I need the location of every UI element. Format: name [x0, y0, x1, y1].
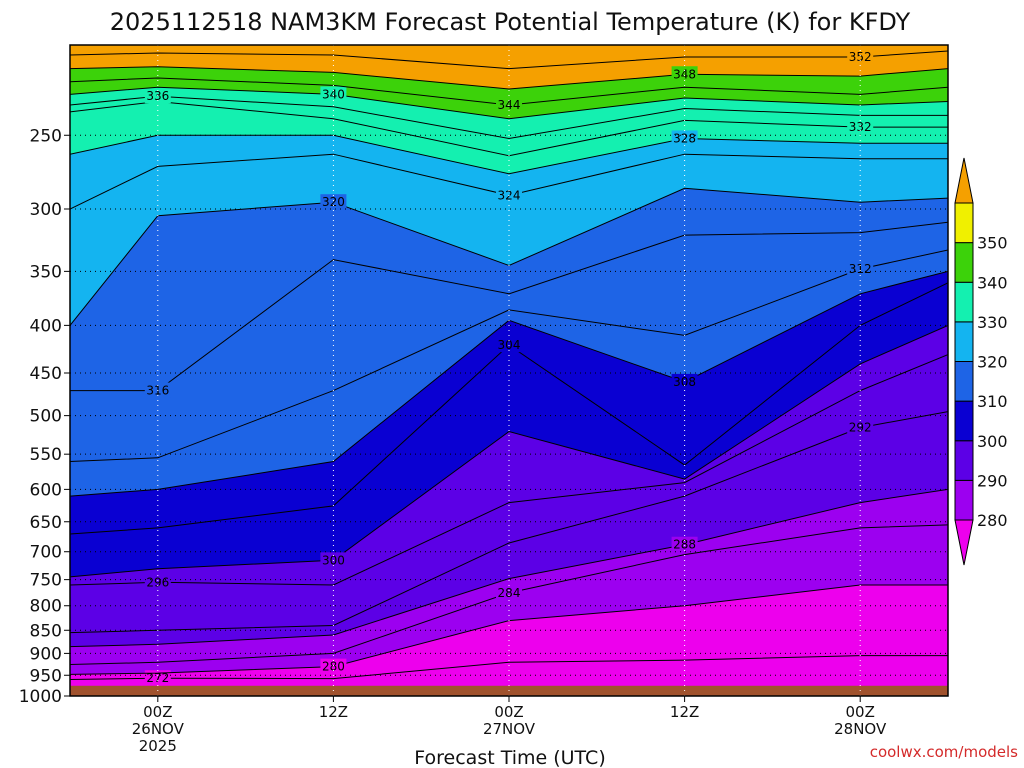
- x-tick-label: 12Z: [670, 703, 699, 721]
- colorbar-segment: [954, 281, 974, 323]
- x-tick-label: 00Z: [143, 703, 172, 721]
- contour-label-bg: [671, 66, 698, 82]
- chart-title: 2025112518 NAM3KM Forecast Potential Tem…: [110, 8, 911, 36]
- contour-label-bg: [144, 670, 171, 686]
- colorbar-label: 330: [977, 313, 1008, 332]
- colorbar-segment: [954, 479, 974, 521]
- colorbar-top-arrow: [954, 157, 974, 204]
- y-tick-label: 300: [30, 200, 62, 220]
- colorbar-label: 310: [977, 392, 1008, 411]
- contour-label: 332: [849, 120, 872, 134]
- y-tick-label: 700: [30, 543, 62, 563]
- contour-288: [70, 488, 948, 648]
- colorbar-label: 350: [977, 234, 1008, 253]
- contour-label-bg: [496, 97, 522, 113]
- contour-label: 312: [849, 262, 872, 276]
- x-tick-label: 26NOV: [132, 720, 185, 738]
- y-tick-label: 350: [30, 262, 62, 282]
- x-tick-label: 28NOV: [834, 720, 887, 738]
- contour-348: [70, 66, 948, 90]
- contour-label: 328: [673, 131, 696, 145]
- contour-label: 336: [146, 89, 169, 103]
- y-tick-label: 950: [30, 666, 62, 686]
- y-tick-label: 800: [30, 597, 62, 617]
- contour-label-bg: [847, 119, 874, 135]
- y-tick-label: 750: [30, 571, 62, 591]
- contour-label: 348: [673, 67, 696, 81]
- x-tick-label: 00Z: [494, 703, 523, 721]
- colorbar-segment: [954, 242, 974, 283]
- contour-label-bg: [671, 130, 698, 146]
- axes: 250 300 350 400 450 500 550 600 650 700 750 800 850 9…: [19, 44, 949, 755]
- colorbar-label: 340: [977, 273, 1008, 292]
- y-tick-label: 550: [30, 445, 62, 465]
- x-axis-label: Forecast Time (UTC): [414, 747, 605, 768]
- y-tick-label: 1000: [19, 687, 62, 707]
- contour-label: 284: [498, 586, 521, 600]
- colorbar-segment: [954, 361, 974, 402]
- contour-label: 340: [322, 87, 345, 101]
- contour-label: 288: [673, 538, 696, 552]
- y-tick-label: 500: [30, 407, 62, 427]
- colorbar-label: 290: [977, 471, 1008, 490]
- contour-label-bg: [496, 337, 522, 353]
- contour-label: 292: [849, 421, 872, 435]
- contour-label: 296: [146, 575, 169, 589]
- contour-label-bg: [671, 536, 698, 552]
- contour-label: 272: [146, 671, 169, 685]
- contour-label-bg: [320, 658, 347, 674]
- contour-label-bg: [496, 187, 522, 203]
- contour-label: 352: [849, 50, 872, 64]
- colorbar-label: 280: [977, 511, 1008, 530]
- contour-label-bg: [144, 574, 171, 590]
- colorbar-segment: [954, 440, 974, 481]
- x-tick-label: 12Z: [319, 703, 348, 721]
- y-tick-label: 250: [30, 126, 62, 146]
- credit-text: coolwx.com/models: [870, 743, 1018, 761]
- contour-label: 280: [322, 660, 345, 674]
- y-tick-label: 450: [30, 364, 62, 384]
- contour-label-bg: [671, 373, 698, 389]
- contour-label-bg: [847, 419, 874, 435]
- x-tick-label: 00Z: [846, 703, 875, 721]
- colorbar: 280 290 300 310 320 330 340 350: [954, 157, 1008, 566]
- colorbar-segment: [954, 400, 974, 442]
- y-tick-label: 650: [30, 513, 62, 533]
- colorbar-segment: [954, 202, 974, 244]
- colorbar-segment: [954, 321, 974, 362]
- x-tick-label: 2025: [139, 737, 177, 755]
- contour-label: 320: [322, 195, 345, 209]
- x-tick-label: 27NOV: [483, 720, 536, 738]
- contour-label-bg: [496, 584, 522, 600]
- contour-label-bg: [320, 194, 347, 210]
- contour-label: 308: [673, 375, 696, 389]
- contour-300: [70, 324, 948, 578]
- contour-label-bg: [847, 48, 874, 64]
- y-tick-label: 600: [30, 480, 62, 500]
- y-tick-label: 850: [30, 621, 62, 641]
- contour-label-bg: [320, 86, 347, 102]
- colorbar-label: 320: [977, 353, 1008, 372]
- y-tick-label: 900: [30, 644, 62, 664]
- colorbar-label: 300: [977, 432, 1008, 451]
- y-tick-label: 400: [30, 316, 62, 336]
- contour-label-bg: [320, 552, 347, 568]
- contour-label-bg: [847, 261, 874, 277]
- colorbar-bottom-arrow: [954, 519, 974, 566]
